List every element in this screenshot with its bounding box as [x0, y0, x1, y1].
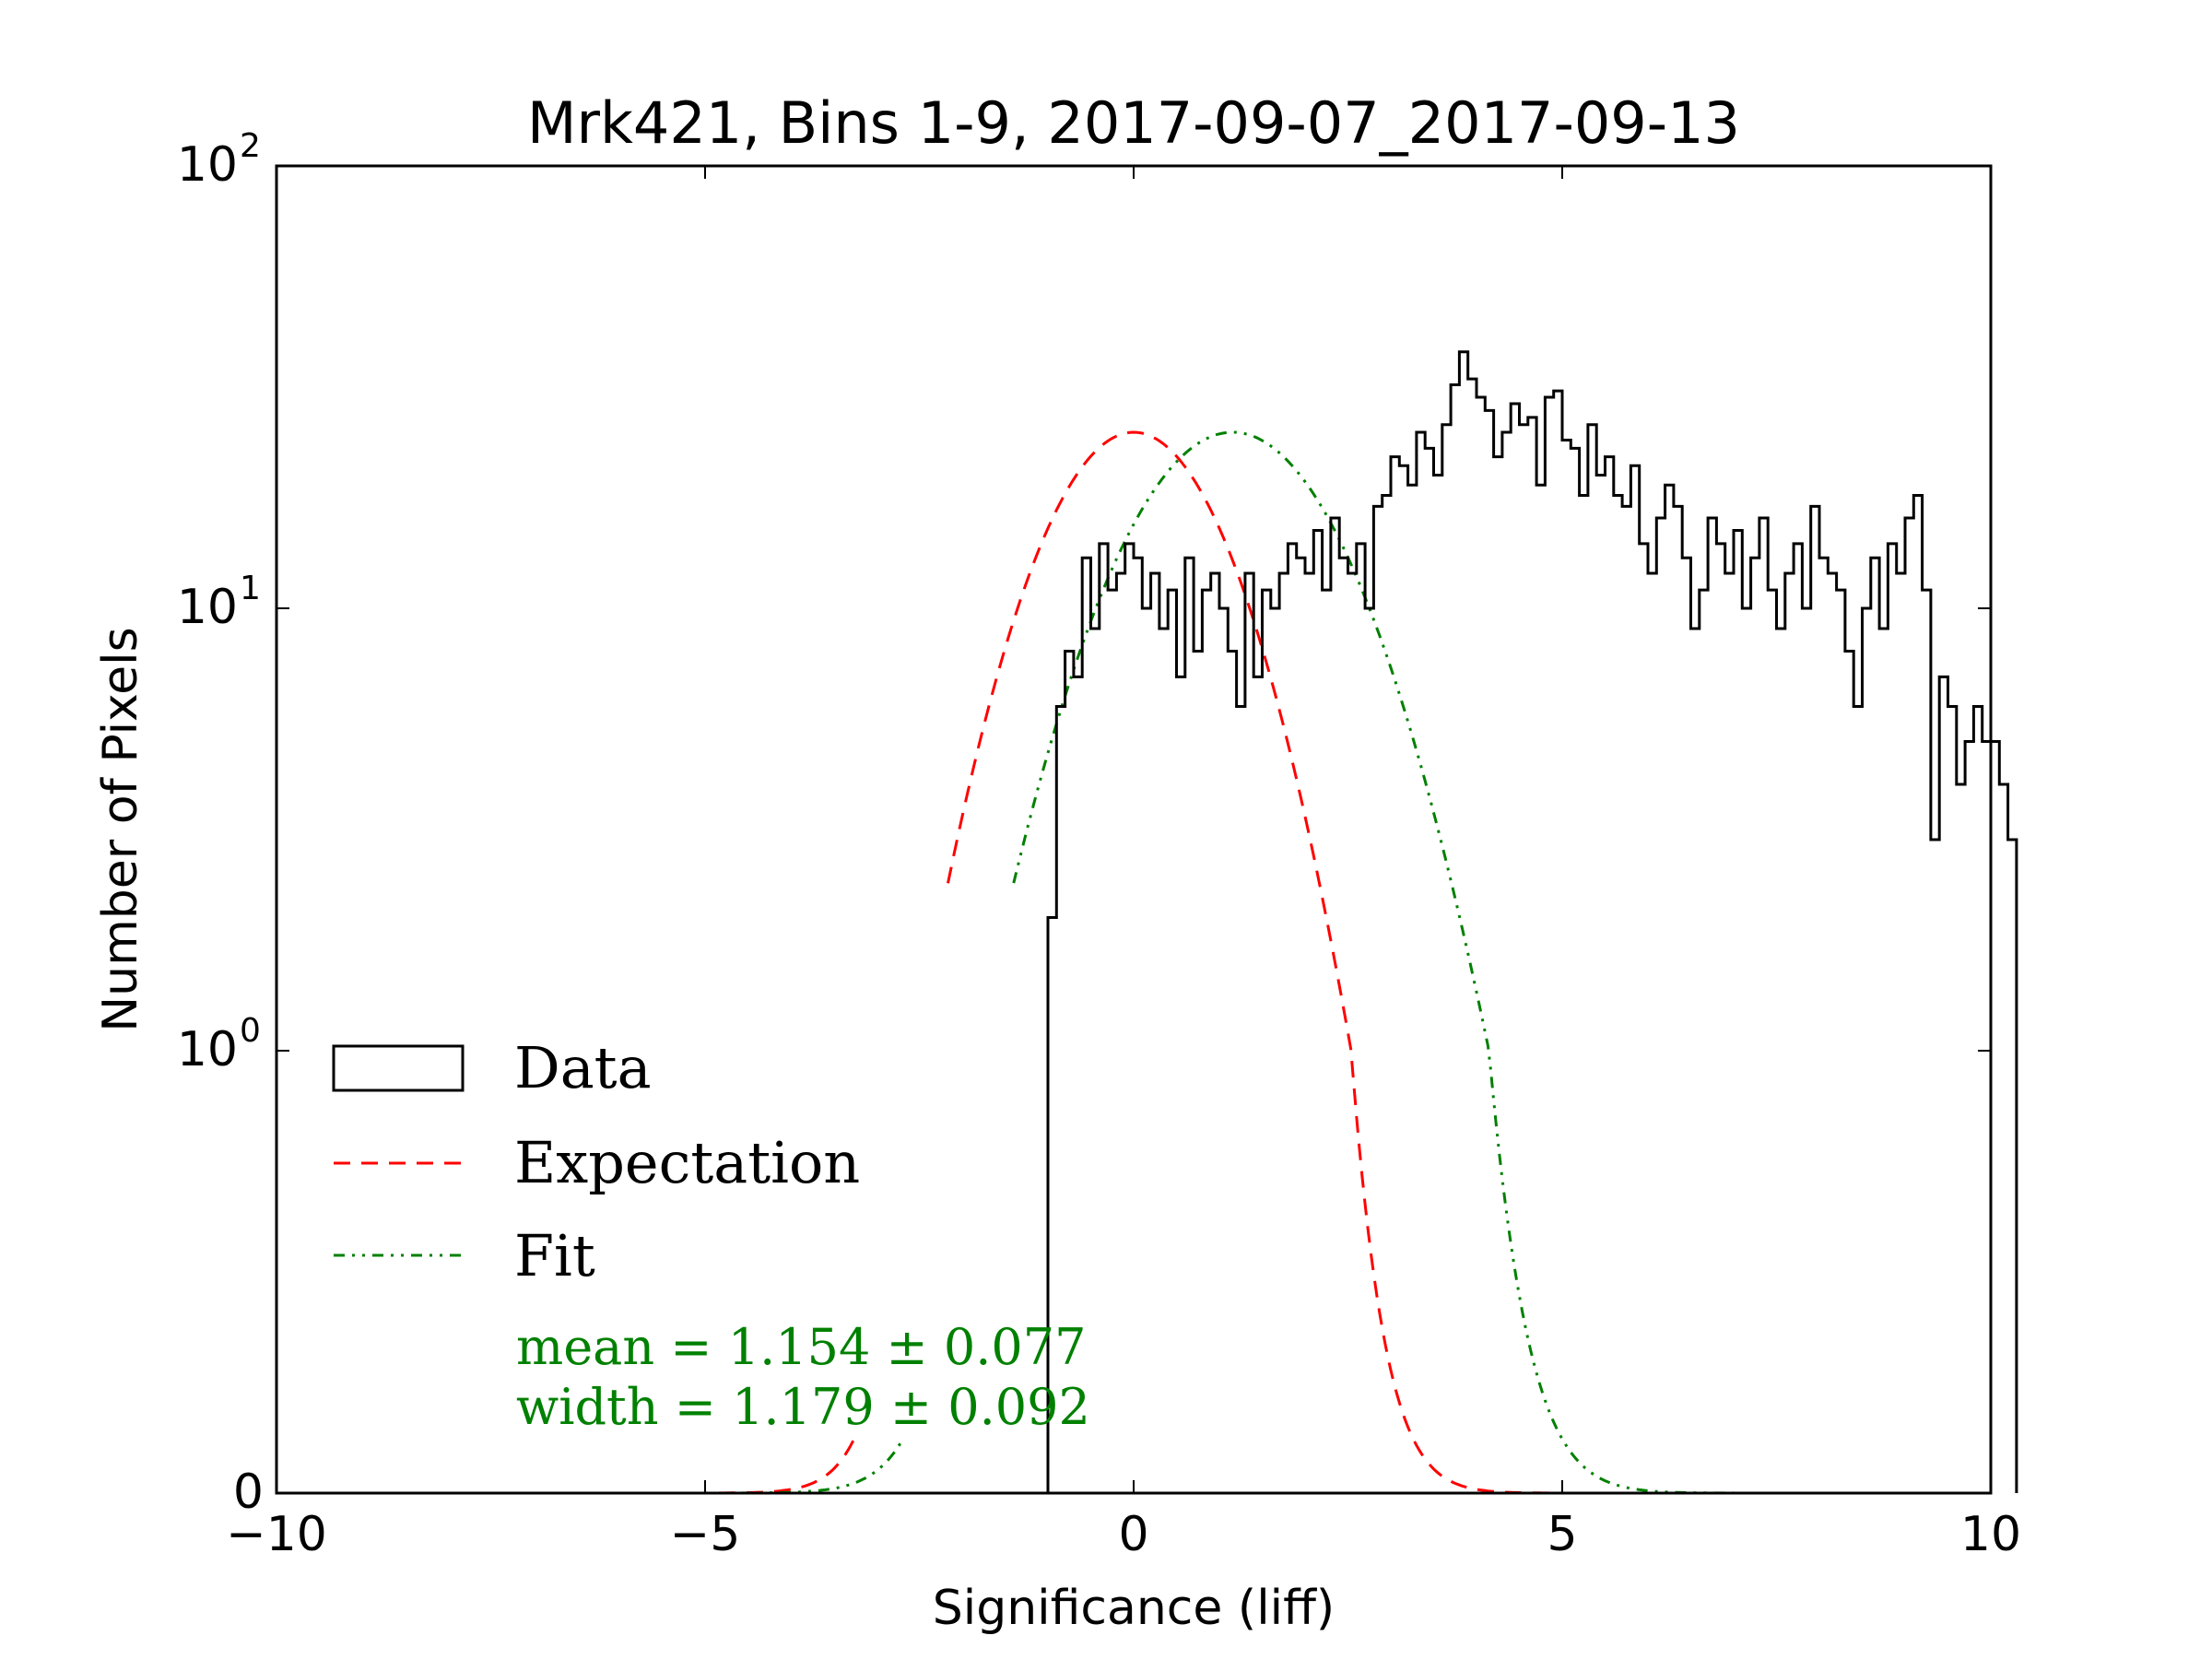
x-tick-label: 5	[1547, 1507, 1577, 1562]
y-tick-label-base: 10	[177, 137, 238, 193]
x-axis-label: Significance (liff)	[933, 1581, 1335, 1636]
y-tick-label-exponent: 1	[240, 570, 261, 607]
legend-label-data: Data	[514, 1034, 652, 1101]
legend-label-fit: Fit	[514, 1222, 595, 1289]
data-histogram-step	[1046, 350, 2018, 1493]
legend-swatch-data	[332, 1044, 465, 1092]
fit-width-annotation: width = 1.179 ± 0.092	[516, 1378, 1090, 1436]
y-tick-label-base: 10	[177, 1022, 238, 1077]
y-tick-label-exponent: 2	[240, 127, 261, 165]
legend: Data Expectation Fit	[332, 1034, 860, 1289]
y-tick-label: 0	[233, 1465, 264, 1520]
plot-area	[276, 166, 1991, 1493]
chart-title: Mrk421, Bins 1-9, 2017-09-07_2017-09-13	[527, 89, 1740, 157]
x-tick-label: 10	[1960, 1507, 2021, 1562]
x-tick-label: −10	[226, 1507, 327, 1562]
x-tick-label: −5	[670, 1507, 741, 1562]
y-tick-label-exponent: 0	[240, 1012, 261, 1050]
fit-curve	[1012, 430, 1991, 1495]
y-axis-label: Number of Pixels	[93, 627, 148, 1031]
fit-mean-annotation: mean = 1.154 ± 0.077	[516, 1318, 1086, 1376]
x-tick-label: 0	[1118, 1507, 1148, 1562]
legend-label-expectation: Expectation	[514, 1129, 860, 1196]
x-axis-ticks: −10 −5 0 5 10	[226, 166, 2021, 1562]
y-tick-label-base: 10	[177, 580, 238, 635]
